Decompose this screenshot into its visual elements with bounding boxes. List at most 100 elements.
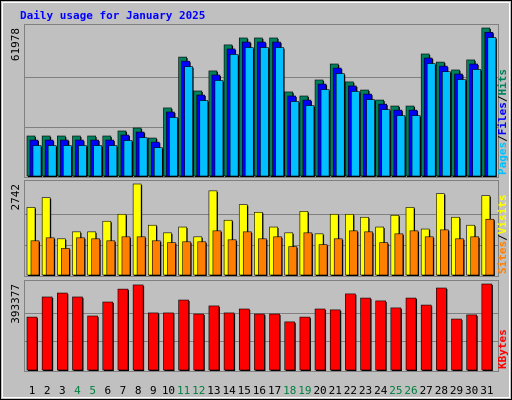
bar — [147, 312, 159, 371]
x-tick-label: 29 — [450, 384, 463, 397]
bar — [349, 230, 358, 276]
bar — [244, 47, 254, 177]
bar — [32, 145, 42, 177]
bar — [193, 313, 205, 371]
bar — [409, 230, 419, 276]
bar — [208, 305, 220, 371]
bar — [314, 308, 326, 371]
bar — [396, 115, 406, 177]
bar — [106, 240, 116, 276]
bar — [242, 231, 252, 276]
bar — [72, 296, 83, 371]
bar — [41, 296, 53, 371]
y-max-label: 2742 — [9, 184, 22, 211]
bar — [26, 316, 38, 371]
x-tick-label: 21 — [329, 384, 342, 397]
bar — [197, 241, 207, 276]
bar — [487, 37, 497, 177]
bar — [335, 73, 345, 177]
bar — [329, 309, 341, 371]
x-tick-label: 11 — [177, 384, 190, 397]
bar — [485, 218, 495, 276]
bar — [273, 236, 282, 276]
bar — [345, 293, 356, 371]
x-tick-label: 8 — [135, 384, 142, 397]
bar — [184, 66, 193, 177]
legend-entry: Sites — [496, 241, 509, 274]
x-tick-label: 30 — [465, 384, 478, 397]
x-tick-label: 28 — [435, 384, 448, 397]
x-tick-label: 9 — [150, 384, 157, 397]
chart-title: Daily usage for January 2025 — [20, 9, 205, 22]
bar — [132, 284, 144, 371]
bar — [258, 238, 267, 276]
bar — [375, 300, 387, 371]
x-tick-label: 26 — [404, 384, 417, 397]
bar — [260, 47, 269, 177]
x-tick-label: 31 — [480, 384, 493, 397]
x-tick-label: 24 — [374, 384, 388, 397]
bar — [364, 231, 373, 276]
bar — [87, 315, 98, 371]
bar — [284, 321, 296, 371]
bar — [299, 316, 311, 371]
bar — [390, 307, 402, 371]
bar — [238, 308, 250, 371]
bar — [229, 54, 239, 177]
legend: KBytes — [496, 329, 509, 369]
legend: Pages/Files/Hits — [496, 69, 509, 175]
bar — [481, 283, 493, 371]
bar — [108, 145, 118, 177]
legend-entry: Hits — [496, 69, 509, 96]
bar — [442, 71, 451, 177]
bar — [212, 230, 222, 276]
x-tick-label: 13 — [207, 384, 220, 397]
bar — [45, 237, 55, 276]
x-tick-label: 5 — [89, 384, 96, 397]
x-tick-label: 15 — [238, 384, 251, 397]
bar — [466, 314, 477, 371]
bar — [420, 304, 432, 371]
x-tick-label: 16 — [253, 384, 266, 397]
bar — [424, 236, 434, 276]
bar — [78, 145, 87, 177]
x-tick-label: 23 — [359, 384, 372, 397]
bar — [102, 301, 114, 371]
bar — [440, 229, 449, 276]
bar — [138, 137, 148, 177]
bar — [153, 147, 163, 177]
bar — [93, 145, 102, 177]
x-tick-label: 10 — [162, 384, 175, 397]
bar — [275, 47, 284, 177]
bar — [411, 115, 421, 177]
bar — [457, 79, 466, 177]
y-max-label: 393377 — [9, 284, 22, 324]
bar — [182, 241, 191, 276]
x-tick-label: 20 — [313, 384, 326, 397]
bar — [151, 240, 161, 276]
x-tick-label: 19 — [298, 384, 311, 397]
x-tick-label: 12 — [192, 384, 205, 397]
bar — [57, 292, 68, 371]
bar — [121, 236, 131, 276]
bar — [227, 239, 237, 276]
bar — [379, 242, 389, 276]
legend-entry: KBytes — [496, 329, 509, 369]
bar — [318, 244, 328, 276]
bar — [360, 297, 371, 371]
bar — [303, 232, 313, 276]
bar — [451, 318, 462, 371]
bar — [405, 297, 417, 371]
legend-separator: / — [496, 95, 509, 102]
bar — [223, 312, 235, 371]
x-tick-label: 7 — [120, 384, 127, 397]
bar — [305, 105, 315, 177]
bar — [163, 312, 174, 371]
x-tick-label: 22 — [344, 384, 357, 397]
bar — [169, 117, 178, 177]
bar — [61, 248, 70, 276]
bar — [136, 236, 146, 276]
x-tick-label: 14 — [222, 384, 236, 397]
legend-entry: Visits — [496, 195, 509, 235]
